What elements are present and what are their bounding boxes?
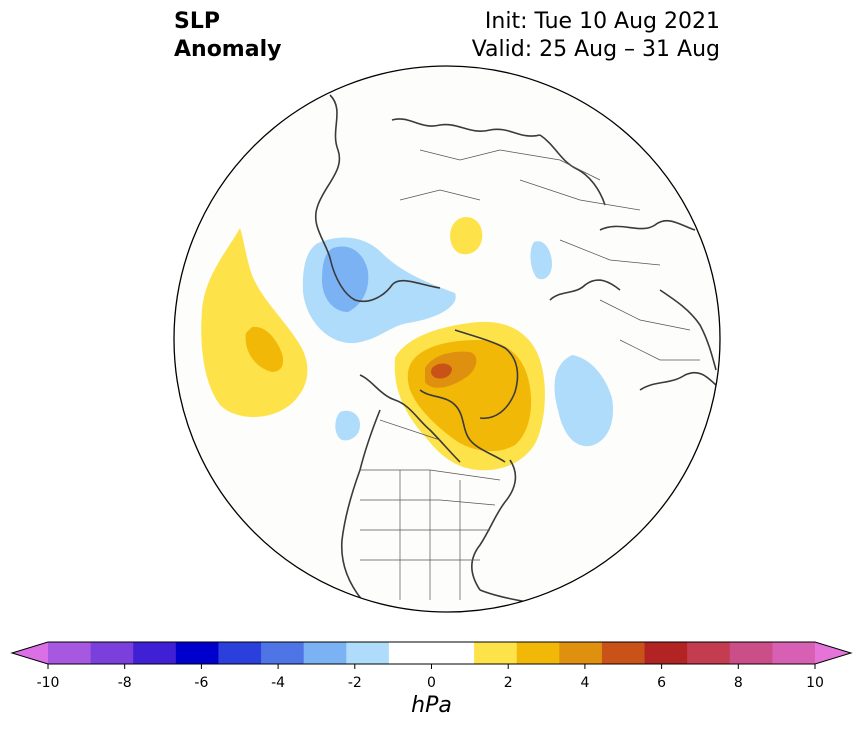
colorbar-tick-label: 2 bbox=[504, 675, 513, 691]
colorbar-tick-label: 4 bbox=[580, 675, 589, 691]
colorbar-swatch bbox=[388, 642, 433, 664]
colorbar-swatch bbox=[90, 642, 134, 664]
colorbar-unit-label: hPa bbox=[411, 693, 452, 718]
colorbar-swatch bbox=[474, 642, 518, 664]
init-date: Init: Tue 10 Aug 2021 bbox=[484, 9, 720, 34]
colorbar-swatch bbox=[559, 642, 603, 664]
map-boundary bbox=[173, 65, 721, 613]
colorbar-tick-label: 8 bbox=[734, 675, 743, 691]
colorbar-tick-label: -10 bbox=[37, 675, 60, 691]
colorbar-swatch bbox=[303, 642, 347, 664]
colorbar-swatch bbox=[133, 642, 177, 664]
anomaly-siberia-inner bbox=[322, 246, 369, 312]
colorbar-swatch bbox=[218, 642, 262, 664]
colorbar-ticks: -10 -8 -6 -4 -2 0 2 4 6 8 10 bbox=[37, 664, 824, 691]
colorbar-swatch bbox=[261, 642, 305, 664]
colorbar-tick-label: -4 bbox=[271, 675, 285, 691]
valid-range: Valid: 25 Aug – 31 Aug bbox=[471, 37, 720, 62]
colorbar-swatch bbox=[48, 642, 92, 664]
borders bbox=[360, 149, 700, 600]
anomaly-north-atlantic-negative bbox=[554, 355, 614, 447]
anomaly-kara-sea-positive bbox=[450, 217, 483, 255]
colorbar-swatch bbox=[687, 642, 731, 664]
title-line-2: Anomaly bbox=[174, 37, 282, 62]
forecast-dates: Init: Tue 10 Aug 2021 Valid: 25 Aug – 31… bbox=[472, 8, 720, 64]
colorbar-swatch bbox=[644, 642, 688, 664]
colorbar-tick-label: 0 bbox=[427, 675, 436, 691]
anomaly-greenland-peak bbox=[431, 363, 452, 379]
colorbar-max-extension bbox=[815, 642, 851, 664]
colorbar-tick-label: -6 bbox=[194, 675, 208, 691]
colorbar-swatch bbox=[346, 642, 390, 664]
anomaly-north-pacific-core bbox=[245, 326, 284, 372]
colorbar-swatch bbox=[175, 642, 220, 664]
anomaly-north-pacific-positive bbox=[201, 228, 308, 418]
colorbar-tick-label: -8 bbox=[118, 675, 132, 691]
colorbar-swatch bbox=[601, 642, 646, 664]
colorbar: -10 -8 -6 -4 -2 0 2 4 6 8 10 bbox=[10, 641, 853, 691]
polar-map bbox=[173, 65, 721, 613]
colorbar-tick-label: 10 bbox=[806, 675, 824, 691]
colorbar-swatch bbox=[729, 642, 773, 664]
colorbar-swatches bbox=[10, 641, 853, 665]
colorbar-tick-label: 6 bbox=[657, 675, 666, 691]
colorbar-swatch bbox=[431, 642, 475, 664]
anomaly-scandinavia-negative bbox=[530, 241, 552, 280]
colorbar-swatch bbox=[772, 642, 816, 664]
colorbar-min-extension bbox=[12, 642, 48, 664]
anomaly-alaska-negative bbox=[335, 410, 360, 441]
title-line-1: SLP bbox=[174, 9, 220, 34]
colorbar-swatch bbox=[516, 642, 560, 664]
colorbar-tick-label: -2 bbox=[348, 675, 362, 691]
map-title: SLP Anomaly bbox=[174, 8, 281, 64]
